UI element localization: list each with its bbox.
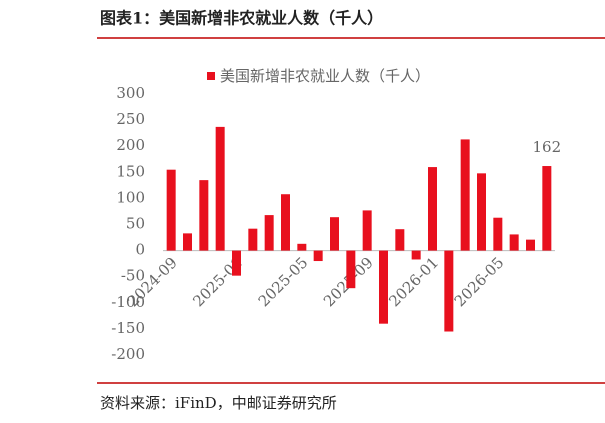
bar	[444, 250, 454, 332]
bar	[183, 233, 192, 251]
x-tick-label: 2025-05	[255, 254, 312, 311]
y-tick-label: 250	[116, 110, 145, 128]
data-label: 162	[533, 138, 562, 156]
bar	[199, 180, 209, 251]
bar	[281, 194, 290, 251]
bar	[248, 228, 258, 251]
bar	[215, 126, 225, 251]
bar	[264, 215, 274, 251]
figure-title: 图表1：美国新增非农就业人数（千人）	[100, 9, 383, 28]
bar	[542, 166, 552, 251]
bar	[362, 210, 372, 251]
y-tick-label: 0	[135, 241, 145, 259]
y-tick-label: 150	[116, 162, 145, 180]
x-tick-label: 2026-05	[451, 254, 508, 311]
y-tick-label: -200	[111, 345, 145, 363]
bar	[493, 217, 503, 251]
y-tick-label: -50	[121, 267, 145, 285]
y-tick-label: 300	[116, 84, 145, 102]
legend-label: 美国新增非农就业人数（千人）	[220, 67, 430, 85]
y-tick-label: 100	[116, 188, 145, 206]
y-tick-label: 200	[116, 136, 145, 154]
y-tick-label: -100	[111, 293, 145, 311]
legend-swatch	[207, 72, 215, 80]
x-tick-label: 2026-01	[385, 254, 442, 311]
y-tick-label: 50	[126, 215, 145, 233]
bar	[395, 229, 405, 251]
bar	[346, 250, 356, 289]
bar	[477, 173, 486, 251]
bar	[460, 139, 470, 251]
bar	[428, 167, 437, 251]
bar	[297, 243, 307, 251]
bar	[313, 250, 323, 262]
bar	[509, 234, 519, 251]
bar	[411, 250, 421, 260]
bar	[330, 217, 339, 251]
bar	[166, 169, 176, 251]
y-tick-label: -150	[111, 319, 145, 337]
bar	[232, 250, 241, 276]
source-note: 资料来源：iFinD，中邮证券研究所	[100, 394, 337, 412]
bar	[526, 239, 535, 251]
bar	[379, 250, 388, 324]
